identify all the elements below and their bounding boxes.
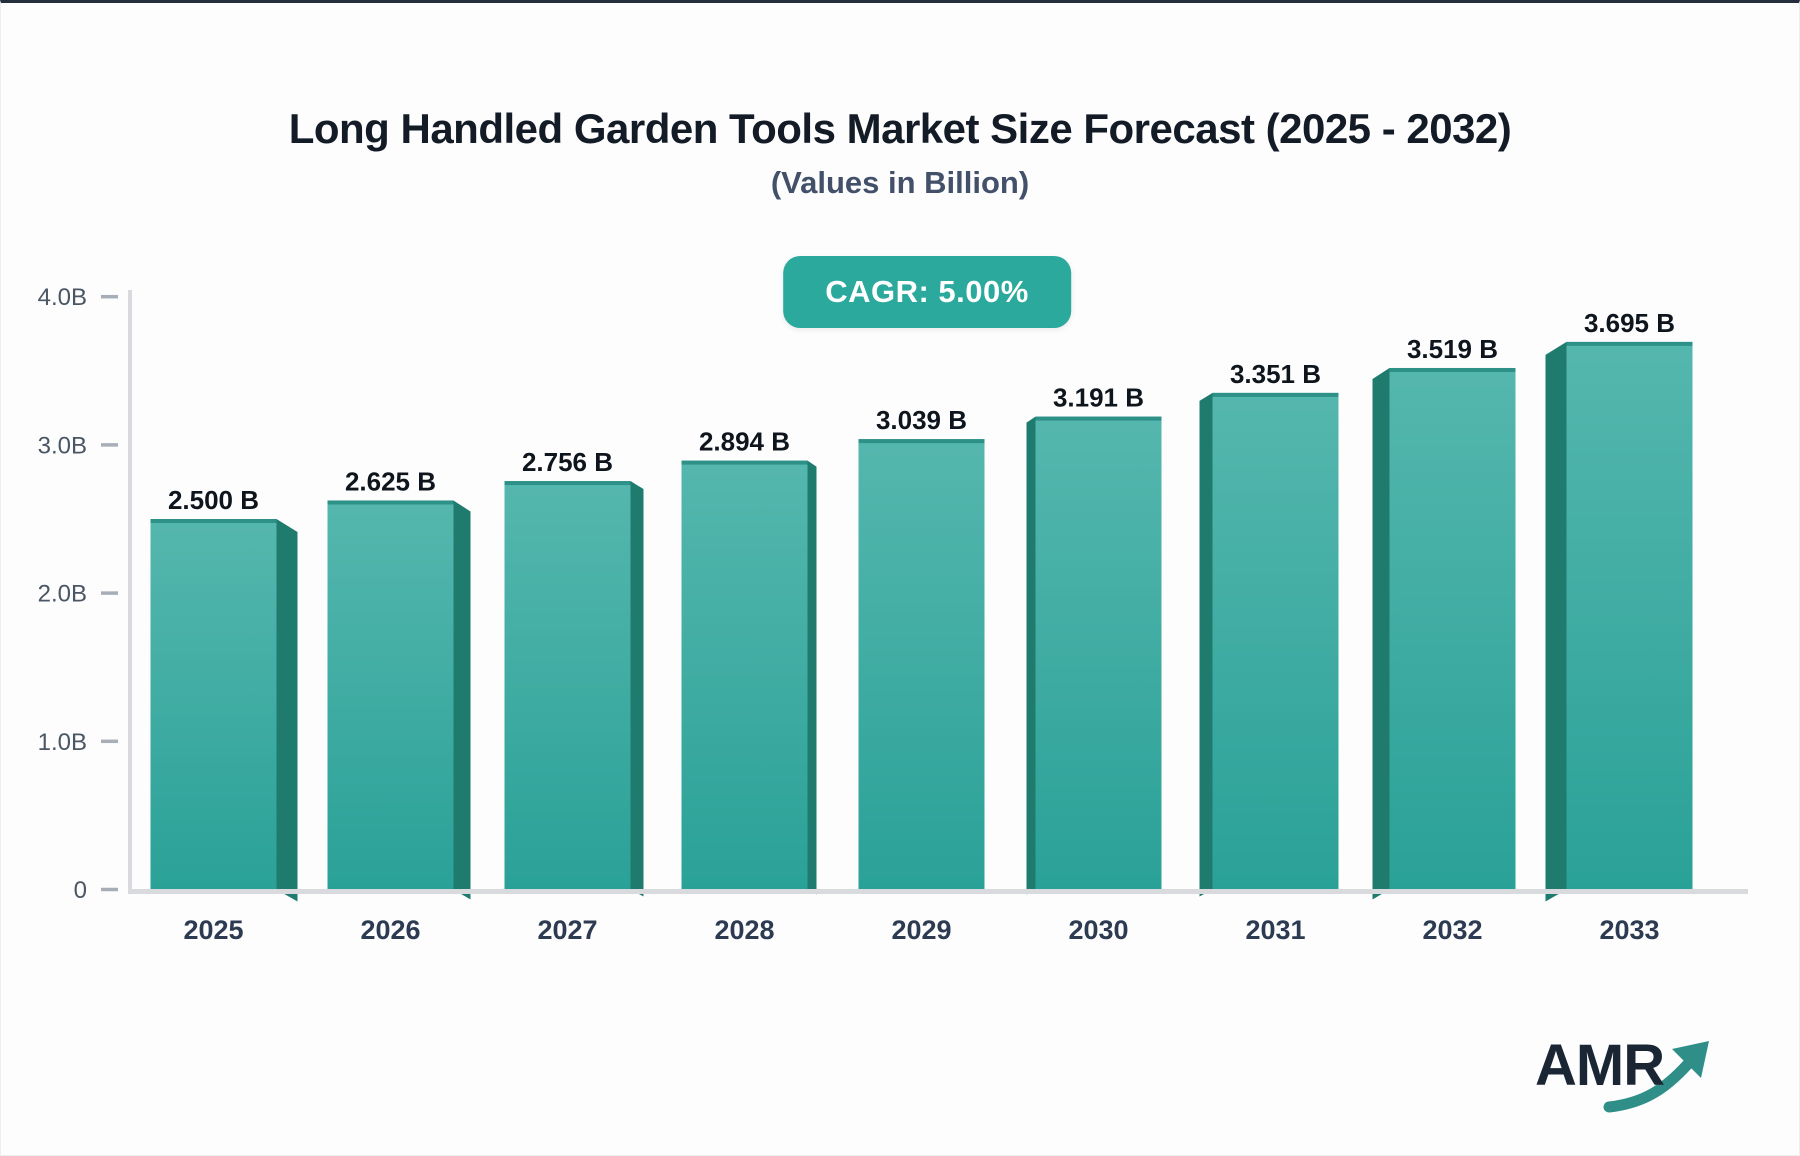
bar-front-face bbox=[504, 481, 631, 891]
bar-2027[interactable] bbox=[504, 481, 644, 897]
bar-top-edge bbox=[1566, 341, 1693, 346]
bar-side-face bbox=[807, 460, 817, 895]
y-axis-tick-label: 3.0B bbox=[38, 432, 87, 459]
bar-top-edge bbox=[1035, 416, 1162, 421]
y-axis-tick-label: 1.0B bbox=[38, 729, 87, 756]
bar-value-label: 2.756 B bbox=[522, 447, 613, 477]
bar-side-face bbox=[276, 519, 298, 902]
bar-front-face bbox=[1566, 341, 1693, 891]
bar-chart: 2.500 B 2025 2.625 B 2026 2.756 B 2027 2.894 B… bbox=[38, 284, 1748, 945]
x-axis-label: 2028 bbox=[714, 915, 774, 945]
bar-front-face bbox=[150, 519, 277, 891]
bar-front-face bbox=[1035, 416, 1162, 891]
bar-value-label: 3.039 B bbox=[876, 405, 967, 435]
x-axis-label: 2033 bbox=[1599, 915, 1659, 945]
bar-front-face bbox=[1389, 367, 1516, 891]
growth-arrow-icon bbox=[1603, 1041, 1709, 1113]
bar-front-face bbox=[681, 460, 808, 891]
bar-front-face bbox=[327, 500, 454, 891]
bar-side-face bbox=[1199, 392, 1213, 897]
bar-2029[interactable] bbox=[858, 439, 985, 891]
x-axis-line bbox=[128, 889, 1748, 894]
x-axis-label: 2027 bbox=[537, 915, 597, 945]
x-axis-label: 2026 bbox=[360, 915, 420, 945]
bar-top-edge bbox=[327, 500, 454, 505]
y-axis-tick bbox=[101, 294, 118, 299]
y-axis-tick bbox=[101, 887, 118, 892]
x-axis-label: 2032 bbox=[1422, 915, 1482, 945]
bar-front-face bbox=[858, 439, 985, 891]
bar-top-edge bbox=[150, 519, 277, 523]
bar-front-face bbox=[1212, 392, 1339, 891]
chart-title: Long Handled Garden Tools Market Size Fo… bbox=[288, 105, 1512, 152]
bar-top-edge bbox=[1389, 367, 1516, 372]
y-axis-tick bbox=[101, 591, 118, 595]
bar-side-face bbox=[1545, 341, 1567, 902]
x-axis-label: 2031 bbox=[1245, 915, 1305, 945]
bar-value-label: 2.625 B bbox=[345, 466, 436, 496]
bar-2033[interactable] bbox=[1545, 341, 1693, 902]
amr-logo-text: AMR bbox=[1535, 1033, 1665, 1098]
bar-2028[interactable] bbox=[681, 460, 817, 895]
bar-side-face bbox=[1026, 416, 1036, 895]
y-axis-tick-label: 0 bbox=[74, 877, 87, 904]
bar-side-face bbox=[1372, 367, 1390, 900]
x-axis-label: 2029 bbox=[891, 915, 951, 945]
x-axis-label: 2030 bbox=[1068, 915, 1128, 945]
bar-side-face bbox=[453, 500, 471, 900]
y-axis-tick-label: 4.0B bbox=[38, 284, 87, 311]
chart-header: Long Handled Garden Tools Market Size Fo… bbox=[1, 105, 1799, 200]
cagr-badge: CAGR: 5.00% bbox=[783, 256, 1071, 328]
bar-value-label: 2.894 B bbox=[699, 427, 790, 457]
bar-value-label: 2.500 B bbox=[168, 485, 259, 515]
bar-top-edge bbox=[504, 481, 631, 486]
bar-2030[interactable] bbox=[1026, 416, 1162, 895]
y-axis-line bbox=[128, 290, 132, 894]
bar-side-face bbox=[630, 481, 644, 897]
y-axis-tick bbox=[101, 443, 118, 447]
bar-top-edge bbox=[681, 460, 808, 465]
bar-value-label: 3.695 B bbox=[1584, 308, 1675, 338]
x-axis-label: 2025 bbox=[183, 915, 243, 945]
cagr-badge-label: CAGR: 5.00% bbox=[825, 274, 1029, 309]
bar-2032[interactable] bbox=[1372, 367, 1516, 900]
bar-2026[interactable] bbox=[327, 500, 471, 900]
amr-logo: AMR bbox=[1509, 1025, 1749, 1135]
bar-value-label: 3.351 B bbox=[1230, 359, 1321, 389]
y-axis-tick-label: 2.0B bbox=[38, 581, 87, 608]
bar-top-edge bbox=[1212, 392, 1339, 397]
bar-2031[interactable] bbox=[1199, 392, 1339, 897]
bar-top-edge bbox=[858, 439, 985, 444]
y-axis-tick bbox=[101, 739, 118, 744]
chart-subtitle: (Values in Billion) bbox=[770, 165, 1030, 201]
bar-value-label: 3.519 B bbox=[1407, 334, 1498, 364]
bar-2025[interactable] bbox=[150, 519, 298, 902]
bar-value-label: 3.191 B bbox=[1053, 383, 1144, 413]
